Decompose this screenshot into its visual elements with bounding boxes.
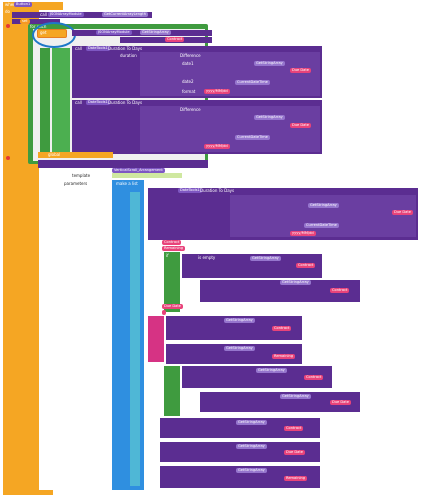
- if-block-2[interactable]: [164, 366, 180, 416]
- current-dt-chip-2[interactable]: CurrentDateTime: [235, 135, 270, 140]
- date2-label-1: date2: [182, 79, 194, 84]
- bottom-call-2[interactable]: [160, 442, 320, 462]
- text-chip-j1[interactable]: Contract: [272, 326, 292, 331]
- text-chip-b[interactable]: Contract: [165, 37, 185, 42]
- diff-label-1: Difference: [180, 53, 201, 58]
- text-item-a[interactable]: Contract: [162, 240, 182, 245]
- get-global-text: get: [40, 30, 47, 35]
- warning-badge-1[interactable]: [6, 24, 10, 28]
- text-chip-e4[interactable]: Due Date: [330, 400, 351, 405]
- bottom-call-1[interactable]: [160, 418, 320, 438]
- json-module-chip-1[interactable]: JSONArrayModule: [48, 12, 84, 17]
- date1-label-1: date1: [182, 61, 194, 66]
- duration-label-1: duration: [120, 53, 137, 58]
- array-chip-d2[interactable]: GetStringArray: [254, 115, 285, 120]
- array-chip-b3[interactable]: GetStringArray: [236, 468, 267, 473]
- set-global-row[interactable]: [38, 152, 113, 158]
- text-chip-b2[interactable]: Due Date: [284, 450, 305, 455]
- difference-block-3[interactable]: [230, 195, 416, 237]
- magenta-stripe: [52, 48, 70, 158]
- template-label: template: [72, 173, 91, 178]
- format-label-1: format: [182, 89, 196, 94]
- current-dt-chip-3[interactable]: CurrentDateTime: [304, 223, 339, 228]
- array-chip-d1[interactable]: GetStringArray: [254, 61, 285, 66]
- dtd-label-2: Duration To Days: [108, 100, 143, 105]
- text-chip-e2[interactable]: Contract: [330, 288, 350, 293]
- array-chip-e2[interactable]: GetStringArray: [280, 280, 311, 285]
- dtd-label-1: Duration To Days: [108, 46, 143, 51]
- text-chip-j2[interactable]: Remaining: [272, 354, 296, 359]
- make-a-list-label: make a list: [116, 181, 138, 186]
- is-empty-call-2[interactable]: [182, 366, 332, 388]
- add-items-call[interactable]: [38, 160, 208, 168]
- text-chip-e3[interactable]: Contract: [304, 375, 324, 380]
- dtd-label-3: Duration To Days: [200, 188, 235, 193]
- bottom-cap: [3, 490, 53, 495]
- format-chip-2[interactable]: yyyy/MM/dd: [204, 144, 230, 149]
- array-chip-j1[interactable]: GetStringArray: [224, 318, 255, 323]
- is-empty-label-1: is empty: [198, 255, 216, 260]
- get-global-chip-border[interactable]: [37, 29, 67, 38]
- warning-badge-2[interactable]: [6, 156, 10, 160]
- text-item-d[interactable]: [162, 310, 166, 315]
- if-block-1[interactable]: [164, 252, 180, 312]
- text-chip-b1[interactable]: Contract: [284, 426, 304, 431]
- array-chip-e1[interactable]: GetStringArray: [250, 256, 281, 261]
- json-chip-a[interactable]: JSONArrayModule: [96, 30, 132, 35]
- event-header[interactable]: [3, 2, 63, 10]
- datetools-chip-2[interactable]: DateTools1: [86, 100, 110, 105]
- difference-block-2[interactable]: [140, 106, 320, 152]
- set-global-label: global: [48, 152, 61, 157]
- else-call-2[interactable]: [200, 392, 360, 412]
- format-chip-3[interactable]: yyyy/MM/dd: [290, 231, 316, 236]
- format-chip-1[interactable]: yyyy/MM/dd: [204, 89, 230, 94]
- array-chip-e3[interactable]: GetStringArray: [256, 368, 287, 373]
- current-dt-chip-1[interactable]: CurrentDateTime: [235, 80, 270, 85]
- parameters-label: parameters: [64, 181, 88, 186]
- due-date-chip-2[interactable]: Due Date: [290, 123, 311, 128]
- event-do-label: do: [5, 9, 10, 14]
- array-chip-b2[interactable]: GetStringArray: [236, 444, 267, 449]
- join-block[interactable]: [148, 316, 164, 362]
- datetools-chip-3[interactable]: DateTools1: [178, 188, 202, 193]
- template-chip[interactable]: [112, 173, 182, 178]
- event-target-chip[interactable]: Button1: [14, 2, 33, 7]
- text-chip-e1[interactable]: Contract: [296, 263, 316, 268]
- text-item-c[interactable]: Due Date: [162, 304, 183, 309]
- datetools-chip-1[interactable]: DateTools1: [86, 46, 110, 51]
- call-label-1: call: [40, 12, 47, 17]
- make-a-list-stripe: [130, 192, 140, 486]
- bottom-call-3[interactable]: [160, 466, 320, 488]
- rail-1: [20, 160, 28, 490]
- array-length-chip[interactable]: GetCurrentArrayLength: [102, 12, 148, 17]
- difference-block-1[interactable]: [140, 52, 320, 96]
- set-number-chip[interactable]: set: [20, 19, 30, 24]
- diff-label-2: Difference: [180, 107, 201, 112]
- index-row-1: [12, 19, 60, 24]
- scroll-arrangement-chip[interactable]: VerticalScroll_Arrangement: [112, 168, 165, 173]
- due-date-chip-1[interactable]: Due Date: [290, 68, 311, 73]
- array-chip-b1[interactable]: GetStringArray: [236, 420, 267, 425]
- rail-2: [30, 170, 34, 490]
- text-chip-b3[interactable]: Remaining: [284, 476, 308, 481]
- text-item-b[interactable]: Remaining: [162, 246, 186, 251]
- array-chip-j2[interactable]: GetStringArray: [224, 346, 255, 351]
- array-chip-d3[interactable]: GetStringArray: [308, 203, 339, 208]
- array-chip-e4[interactable]: GetStringArray: [280, 394, 311, 399]
- join-call-2[interactable]: [166, 344, 302, 364]
- due-date-chip-3[interactable]: Due Date: [392, 210, 413, 215]
- event-when-label: when: [5, 2, 16, 7]
- call-dtd-2: call: [75, 100, 82, 105]
- else-call-1[interactable]: [200, 280, 360, 302]
- set-row[interactable]: [40, 48, 50, 158]
- call-dtd-1: call: [75, 46, 82, 51]
- if-label-1: if: [166, 253, 169, 258]
- array-chip-a[interactable]: GetStringArray: [140, 30, 171, 35]
